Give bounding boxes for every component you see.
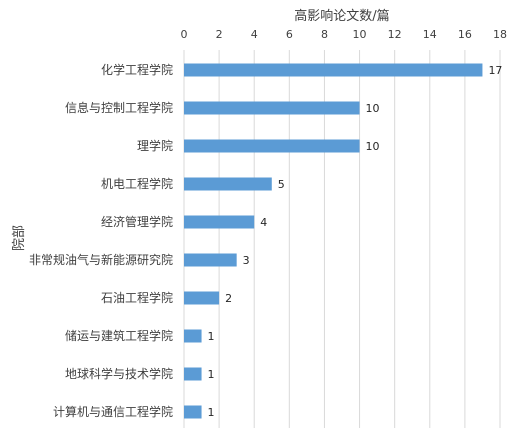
category-label: 储运与建筑工程学院 xyxy=(65,328,173,343)
x-tick-label: 8 xyxy=(321,28,328,41)
data-labels: 17 10 10 5 4 3 2 1 1 1 xyxy=(208,64,503,419)
data-label: 1 xyxy=(208,330,215,343)
y-axis-title: 院部 xyxy=(12,225,27,251)
data-label: 1 xyxy=(208,368,215,381)
x-tick-label: 2 xyxy=(216,28,223,41)
category-label: 经济管理学院 xyxy=(101,214,173,229)
data-label: 10 xyxy=(366,140,380,153)
x-tick-label: 12 xyxy=(388,28,402,41)
x-tick-label: 6 xyxy=(286,28,293,41)
bar xyxy=(184,63,483,77)
category-label: 理学院 xyxy=(137,138,173,153)
data-label: 17 xyxy=(488,64,502,77)
x-tick-label: 18 xyxy=(493,28,507,41)
x-tick-label: 14 xyxy=(423,28,437,41)
bar xyxy=(184,139,360,153)
x-tick-label: 0 xyxy=(181,28,188,41)
bars xyxy=(184,63,483,419)
bar xyxy=(184,253,237,267)
category-label: 石油工程学院 xyxy=(101,290,173,305)
category-label: 地球科学与技术学院 xyxy=(65,366,173,381)
category-label: 非常规油气与新能源研究院 xyxy=(29,252,173,267)
bar xyxy=(184,405,202,419)
bar xyxy=(184,329,202,343)
data-label: 5 xyxy=(278,178,285,191)
bar xyxy=(184,291,220,305)
x-axis-ticks: 0 2 4 6 8 10 12 14 16 18 xyxy=(181,28,508,41)
category-label: 信息与控制工程学院 xyxy=(65,100,173,115)
x-tick-label: 10 xyxy=(353,28,367,41)
bar xyxy=(184,101,360,115)
data-label: 1 xyxy=(208,406,215,419)
x-axis-title: 高影响论文数/篇 xyxy=(294,8,389,24)
category-label: 计算机与通信工程学院 xyxy=(53,404,173,419)
bar xyxy=(184,215,255,229)
data-label: 4 xyxy=(260,216,267,229)
bar xyxy=(184,367,202,381)
data-label: 2 xyxy=(225,292,232,305)
data-label: 3 xyxy=(243,254,250,267)
x-tick-label: 16 xyxy=(458,28,472,41)
x-tick-label: 4 xyxy=(251,28,258,41)
category-label: 化学工程学院 xyxy=(101,62,173,77)
data-label: 10 xyxy=(366,102,380,115)
bar xyxy=(184,177,272,191)
category-label: 机电工程学院 xyxy=(101,176,173,191)
category-labels: 化学工程学院信息与控制工程学院理学院机电工程学院经济管理学院非常规油气与新能源研… xyxy=(29,62,173,419)
